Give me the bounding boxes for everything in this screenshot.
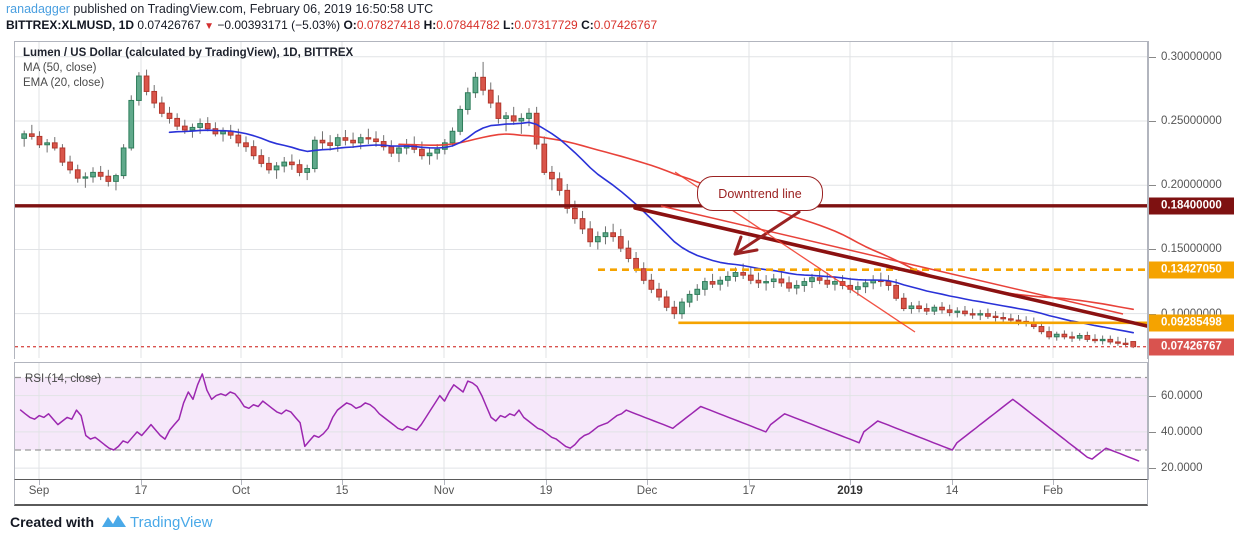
publication-line: ranadagger published on TradingView.com,… xyxy=(6,2,433,16)
price-down-icon: ▼ xyxy=(204,21,215,32)
time-tick-mark xyxy=(850,480,851,485)
time-tick-mark xyxy=(546,480,547,485)
time-tick-label: 17 xyxy=(742,485,756,497)
rsi-panel[interactable]: RSI (14, close) xyxy=(14,362,1148,480)
price-tick-mark xyxy=(1149,249,1156,251)
price-badge[interactable]: 0.18400000 xyxy=(1149,197,1234,215)
price-tick-label: 0.30000000 xyxy=(1161,50,1222,63)
time-tick-label: 2019 xyxy=(837,485,863,497)
publication-meta: published on TradingView.com, February 0… xyxy=(69,2,434,16)
price-badge[interactable]: 0.13427050 xyxy=(1149,261,1234,279)
rsi-tick-mark xyxy=(1149,468,1156,470)
time-tick-label: Oct xyxy=(232,485,250,497)
time-tick-label: 14 xyxy=(945,485,959,497)
price-badge[interactable]: 0.07426767 xyxy=(1149,338,1234,356)
price-chart-canvas[interactable] xyxy=(15,42,1147,358)
rsi-tick-mark xyxy=(1149,431,1156,433)
time-tick-mark xyxy=(444,480,445,485)
close-label: C: xyxy=(581,18,594,32)
time-tick-label: Sep xyxy=(28,485,50,497)
open-value: 0.07827418 xyxy=(356,18,421,32)
price-tick-mark xyxy=(1149,185,1156,187)
time-tick-label: Nov xyxy=(433,485,455,497)
time-tick-mark xyxy=(141,480,142,485)
high-value: 0.07844782 xyxy=(436,18,500,32)
price-tick-mark xyxy=(1149,121,1156,122)
time-axis[interactable]: Sep 17 Oct 15 Nov 19 Dec 17 2019 14 Feb xyxy=(14,480,1148,506)
tradingview-brand[interactable]: TradingView xyxy=(130,513,213,531)
low-value: 0.07317729 xyxy=(514,18,578,32)
time-tick-mark xyxy=(1053,480,1054,485)
rsi-tick-label: 20.0000 xyxy=(1161,462,1203,475)
tradingview-logo-icon xyxy=(101,513,127,531)
time-tick-mark xyxy=(241,480,242,485)
symbol-label[interactable]: BITTREX:XLMUSD, 1D xyxy=(6,18,135,32)
footer: Created with TradingView xyxy=(10,509,213,535)
author-name[interactable]: ranadagger xyxy=(6,2,70,16)
price-badge[interactable]: 0.09285498 xyxy=(1149,314,1234,332)
time-tick-label: Dec xyxy=(636,485,658,497)
created-with-label: Created with xyxy=(10,514,95,530)
time-tick-mark xyxy=(342,480,343,485)
high-label: H: xyxy=(423,18,437,32)
open-label: O: xyxy=(343,18,357,32)
rsi-tick-label: 60.0000 xyxy=(1161,389,1203,402)
time-tick-mark xyxy=(39,480,40,485)
price-tick-label: 0.20000000 xyxy=(1161,179,1222,192)
quote-line: BITTREX:XLMUSD, 1D 0.07426767 ▼ −0.00393… xyxy=(6,18,657,32)
time-tick-label: 15 xyxy=(335,485,349,497)
rsi-tick-label: 40.0000 xyxy=(1161,425,1203,438)
header: ranadagger published on TradingView.com,… xyxy=(0,0,1234,34)
time-tick-mark xyxy=(749,480,750,485)
downtrend-annotation-label: Downtrend line xyxy=(718,186,802,201)
close-value: 0.07426767 xyxy=(593,18,658,32)
price-tick-mark xyxy=(1149,313,1156,315)
rsi-legend-label[interactable]: RSI (14, close) xyxy=(25,373,102,385)
price-chart-panel[interactable]: Lumen / US Dollar (calculated by Trading… xyxy=(14,41,1148,359)
rsi-chart-canvas[interactable] xyxy=(15,363,1147,479)
price-axis[interactable]: 0.30000000 0.25000000 0.20000000 0.15000000… xyxy=(1148,41,1234,480)
time-tick-label: Feb xyxy=(1043,485,1063,497)
price-tick-label: 0.15000000 xyxy=(1161,243,1222,256)
downtrend-annotation[interactable]: Downtrend line xyxy=(697,176,823,211)
low-label: L: xyxy=(502,18,515,32)
last-price: 0.07426767 xyxy=(137,18,201,32)
time-tick-label: 19 xyxy=(539,485,553,497)
price-tick-mark xyxy=(1149,56,1156,58)
time-tick-mark xyxy=(952,480,953,485)
price-tick-label: 0.25000000 xyxy=(1161,115,1222,127)
price-change: −0.00393171 (−5.03%) xyxy=(217,18,341,32)
time-tick-label: 17 xyxy=(134,485,148,497)
rsi-tick-mark xyxy=(1149,395,1156,397)
time-tick-mark xyxy=(647,480,648,485)
